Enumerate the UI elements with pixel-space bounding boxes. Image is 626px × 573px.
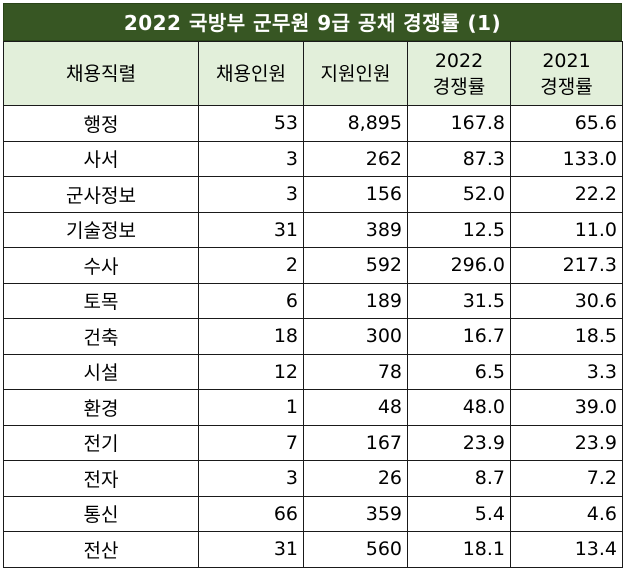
competition-table-sheet: 2022 국방부 군무원 9급 공채 경쟁률 (1) 채용직렬 채용인원 지원인… (3, 3, 623, 568)
applicants-cell: 78 (303, 353, 408, 390)
ratio-2022-cell: 8.7 (407, 460, 511, 497)
header-applicants: 지원인원 (303, 41, 408, 106)
ratio-2022-cell: 5.4 (407, 495, 511, 532)
job-cell: 수사 (3, 247, 199, 284)
ratio-2022-cell: 6.5 (407, 353, 511, 390)
applicants-cell: 359 (303, 495, 408, 532)
hires-cell: 3 (198, 176, 304, 213)
job-cell: 전산 (3, 531, 199, 568)
hires-cell: 6 (198, 282, 304, 319)
header-ratio-2022: 2022 경쟁률 (407, 41, 511, 106)
ratio-2022-cell: 48.0 (407, 389, 511, 426)
header-ratio-2021-label: 경쟁률 (540, 75, 593, 98)
job-cell: 시설 (3, 353, 199, 390)
applicants-cell: 592 (303, 247, 408, 284)
ratio-2021-cell: 39.0 (510, 389, 623, 426)
applicants-cell: 300 (303, 318, 408, 355)
header-ratio-2021-year: 2021 (542, 49, 591, 72)
applicants-cell: 560 (303, 531, 408, 568)
ratio-2022-cell: 167.8 (407, 105, 511, 142)
header-hires: 채용인원 (198, 41, 304, 106)
table-row: 기술정보 31 389 12.5 11.0 (3, 211, 623, 248)
job-cell: 환경 (3, 389, 199, 426)
applicants-cell: 189 (303, 282, 408, 319)
ratio-2022-cell: 18.1 (407, 531, 511, 568)
table-row: 전기 7 167 23.9 23.9 (3, 424, 623, 461)
job-cell: 전기 (3, 424, 199, 461)
job-cell: 전자 (3, 460, 199, 497)
ratio-2021-cell: 23.9 (510, 424, 623, 461)
competition-table: 채용직렬 채용인원 지원인원 2022 경쟁률 2021 경쟁률 행정 53 8… (3, 41, 623, 568)
hires-cell: 31 (198, 531, 304, 568)
applicants-cell: 48 (303, 389, 408, 426)
job-cell: 행정 (3, 105, 199, 142)
table-row: 환경 1 48 48.0 39.0 (3, 389, 623, 426)
ratio-2022-cell: 12.5 (407, 211, 511, 248)
ratio-2021-cell: 18.5 (510, 318, 623, 355)
table-row: 전산 31 560 18.1 13.4 (3, 531, 623, 568)
ratio-2022-cell: 31.5 (407, 282, 511, 319)
job-cell: 통신 (3, 495, 199, 532)
table-row: 토목 6 189 31.5 30.6 (3, 282, 623, 319)
job-cell: 기술정보 (3, 211, 199, 248)
header-ratio-2022-year: 2022 (434, 49, 484, 72)
header-job: 채용직렬 (3, 41, 199, 106)
ratio-2021-cell: 4.6 (510, 495, 623, 532)
applicants-cell: 167 (303, 424, 408, 461)
applicants-cell: 262 (303, 140, 408, 177)
table-row: 전자 3 26 8.7 7.2 (3, 460, 623, 497)
table-title: 2022 국방부 군무원 9급 공채 경쟁률 (1) (3, 3, 622, 41)
ratio-2021-cell: 30.6 (510, 282, 623, 319)
hires-cell: 18 (198, 318, 304, 355)
ratio-2021-cell: 3.3 (510, 353, 623, 390)
header-ratio-2022-label: 경쟁률 (432, 75, 486, 98)
ratio-2021-cell: 13.4 (510, 531, 623, 568)
applicants-cell: 156 (303, 176, 408, 213)
hires-cell: 3 (198, 460, 304, 497)
ratio-2022-cell: 16.7 (407, 318, 511, 355)
table-row: 군사정보 3 156 52.0 22.2 (3, 176, 623, 213)
table-row: 수사 2 592 296.0 217.3 (3, 247, 623, 284)
ratio-2021-cell: 133.0 (510, 140, 623, 177)
table-row: 통신 66 359 5.4 4.6 (3, 495, 623, 532)
ratio-2022-cell: 296.0 (407, 247, 511, 284)
ratio-2021-cell: 22.2 (510, 176, 623, 213)
header-ratio-2021: 2021 경쟁률 (510, 41, 623, 106)
applicants-cell: 8,895 (303, 105, 408, 142)
table-row: 건축 18 300 16.7 18.5 (3, 318, 623, 355)
ratio-2021-cell: 7.2 (510, 460, 623, 497)
table-row: 사서 3 262 87.3 133.0 (3, 140, 623, 177)
ratio-2022-cell: 23.9 (407, 424, 511, 461)
job-cell: 건축 (3, 318, 199, 355)
table-row: 행정 53 8,895 167.8 65.6 (3, 105, 623, 142)
applicants-cell: 389 (303, 211, 408, 248)
job-cell: 사서 (3, 140, 199, 177)
hires-cell: 66 (198, 495, 304, 532)
header-row: 채용직렬 채용인원 지원인원 2022 경쟁률 2021 경쟁률 (3, 41, 623, 106)
ratio-2022-cell: 87.3 (407, 140, 511, 177)
applicants-cell: 26 (303, 460, 408, 497)
job-cell: 군사정보 (3, 176, 199, 213)
hires-cell: 1 (198, 389, 304, 426)
hires-cell: 53 (198, 105, 304, 142)
hires-cell: 7 (198, 424, 304, 461)
hires-cell: 31 (198, 211, 304, 248)
ratio-2021-cell: 11.0 (510, 211, 623, 248)
ratio-2022-cell: 52.0 (407, 176, 511, 213)
hires-cell: 3 (198, 140, 304, 177)
hires-cell: 12 (198, 353, 304, 390)
ratio-2021-cell: 65.6 (510, 105, 623, 142)
table-row: 시설 12 78 6.5 3.3 (3, 353, 623, 390)
job-cell: 토목 (3, 282, 199, 319)
hires-cell: 2 (198, 247, 304, 284)
ratio-2021-cell: 217.3 (510, 247, 623, 284)
